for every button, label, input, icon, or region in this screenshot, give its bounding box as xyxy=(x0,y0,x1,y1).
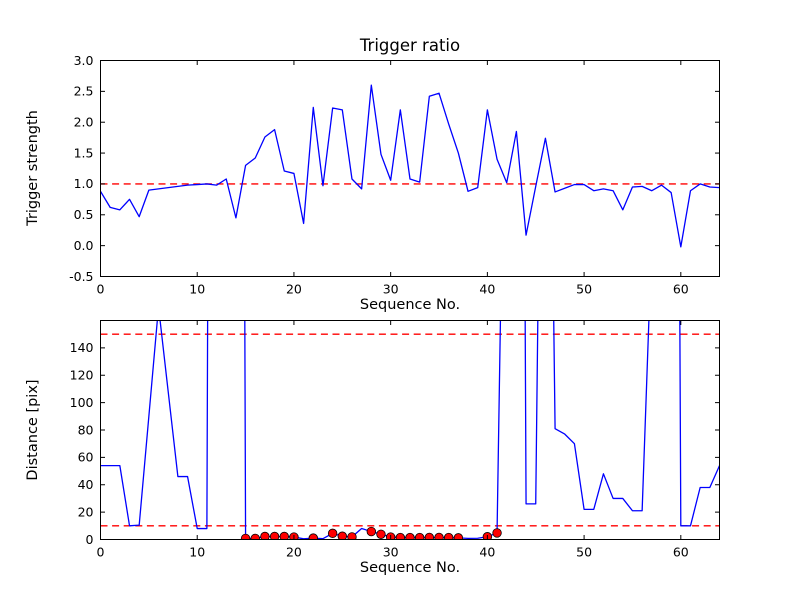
y-tick-label: 0.5 xyxy=(74,207,94,222)
top-ylabel: Trigger strength xyxy=(25,110,41,226)
x-tick-label: 30 xyxy=(383,545,399,560)
distance-plot-match-marker xyxy=(492,528,502,538)
distance-plot-match-marker xyxy=(414,532,425,540)
distance-plot-match-marker xyxy=(376,529,386,540)
x-tick-label: 20 xyxy=(286,282,302,297)
y-tick-label: 60 xyxy=(78,450,94,465)
x-tick-label: 50 xyxy=(576,282,592,297)
distance-plot-match-marker xyxy=(308,533,318,540)
y-tick-label: 2.5 xyxy=(74,84,94,99)
distance-plot-match-marker xyxy=(327,528,338,539)
y-tick-label: 140 xyxy=(70,340,94,355)
x-tick-label: 30 xyxy=(383,282,399,297)
x-tick-label: 0 xyxy=(97,545,105,560)
y-tick-label: 20 xyxy=(78,504,94,519)
x-tick-label: 50 xyxy=(576,545,592,560)
x-tick-label: 20 xyxy=(286,545,302,560)
chart-title: Trigger ratio xyxy=(359,36,461,55)
x-tick-label: 10 xyxy=(189,545,205,560)
bottom-xlabel: Sequence No. xyxy=(359,560,461,576)
y-tick-label: 1.0 xyxy=(74,176,94,191)
distance-plot-match-marker xyxy=(453,533,464,540)
y-tick-label: 40 xyxy=(78,477,94,492)
distance-plot-match-marker xyxy=(279,531,289,540)
y-tick-label: 100 xyxy=(70,395,94,410)
trigger-ratio-plot-data-line xyxy=(100,84,720,248)
y-tick-label: 3.0 xyxy=(74,53,94,68)
x-tick-label: 40 xyxy=(479,545,495,560)
distance-plot-match-marker xyxy=(366,526,377,537)
x-tick-label: 60 xyxy=(673,545,689,560)
distance-plot-match-marker xyxy=(424,532,435,540)
distance-plot-match-marker xyxy=(250,533,260,540)
y-tick-label: 0 xyxy=(86,532,94,547)
x-tick-label: 0 xyxy=(97,282,105,297)
y-tick-label: 1.5 xyxy=(74,145,94,160)
top-xlabel: Sequence No. xyxy=(359,297,461,313)
bottom-ylabel: Distance [pix] xyxy=(25,379,41,481)
distance-plot-match-marker xyxy=(405,532,415,540)
distance-plot-match-marker xyxy=(395,532,406,540)
y-tick-label: 2.0 xyxy=(74,115,94,130)
y-tick-label: 80 xyxy=(78,422,94,437)
x-tick-label: 40 xyxy=(479,282,495,297)
distance-plot-data-line xyxy=(100,320,720,540)
distance-plot-match-marker xyxy=(347,532,357,540)
distance-plot-match-marker xyxy=(443,532,454,540)
distance-plot-match-marker xyxy=(269,531,280,540)
distance-plot-match-marker xyxy=(240,533,251,540)
distance-plot-match-marker xyxy=(434,532,444,540)
y-tick-label: 120 xyxy=(70,368,94,383)
distance-plot-match-marker xyxy=(337,531,347,540)
distance-plot-match-marker xyxy=(260,531,270,540)
x-tick-label: 60 xyxy=(673,282,689,297)
trigger-ratio-plot-axes-spines xyxy=(100,60,720,277)
x-tick-label: 10 xyxy=(189,282,205,297)
y-tick-label: 0.0 xyxy=(74,238,94,253)
y-tick-label: -0.5 xyxy=(69,269,93,284)
